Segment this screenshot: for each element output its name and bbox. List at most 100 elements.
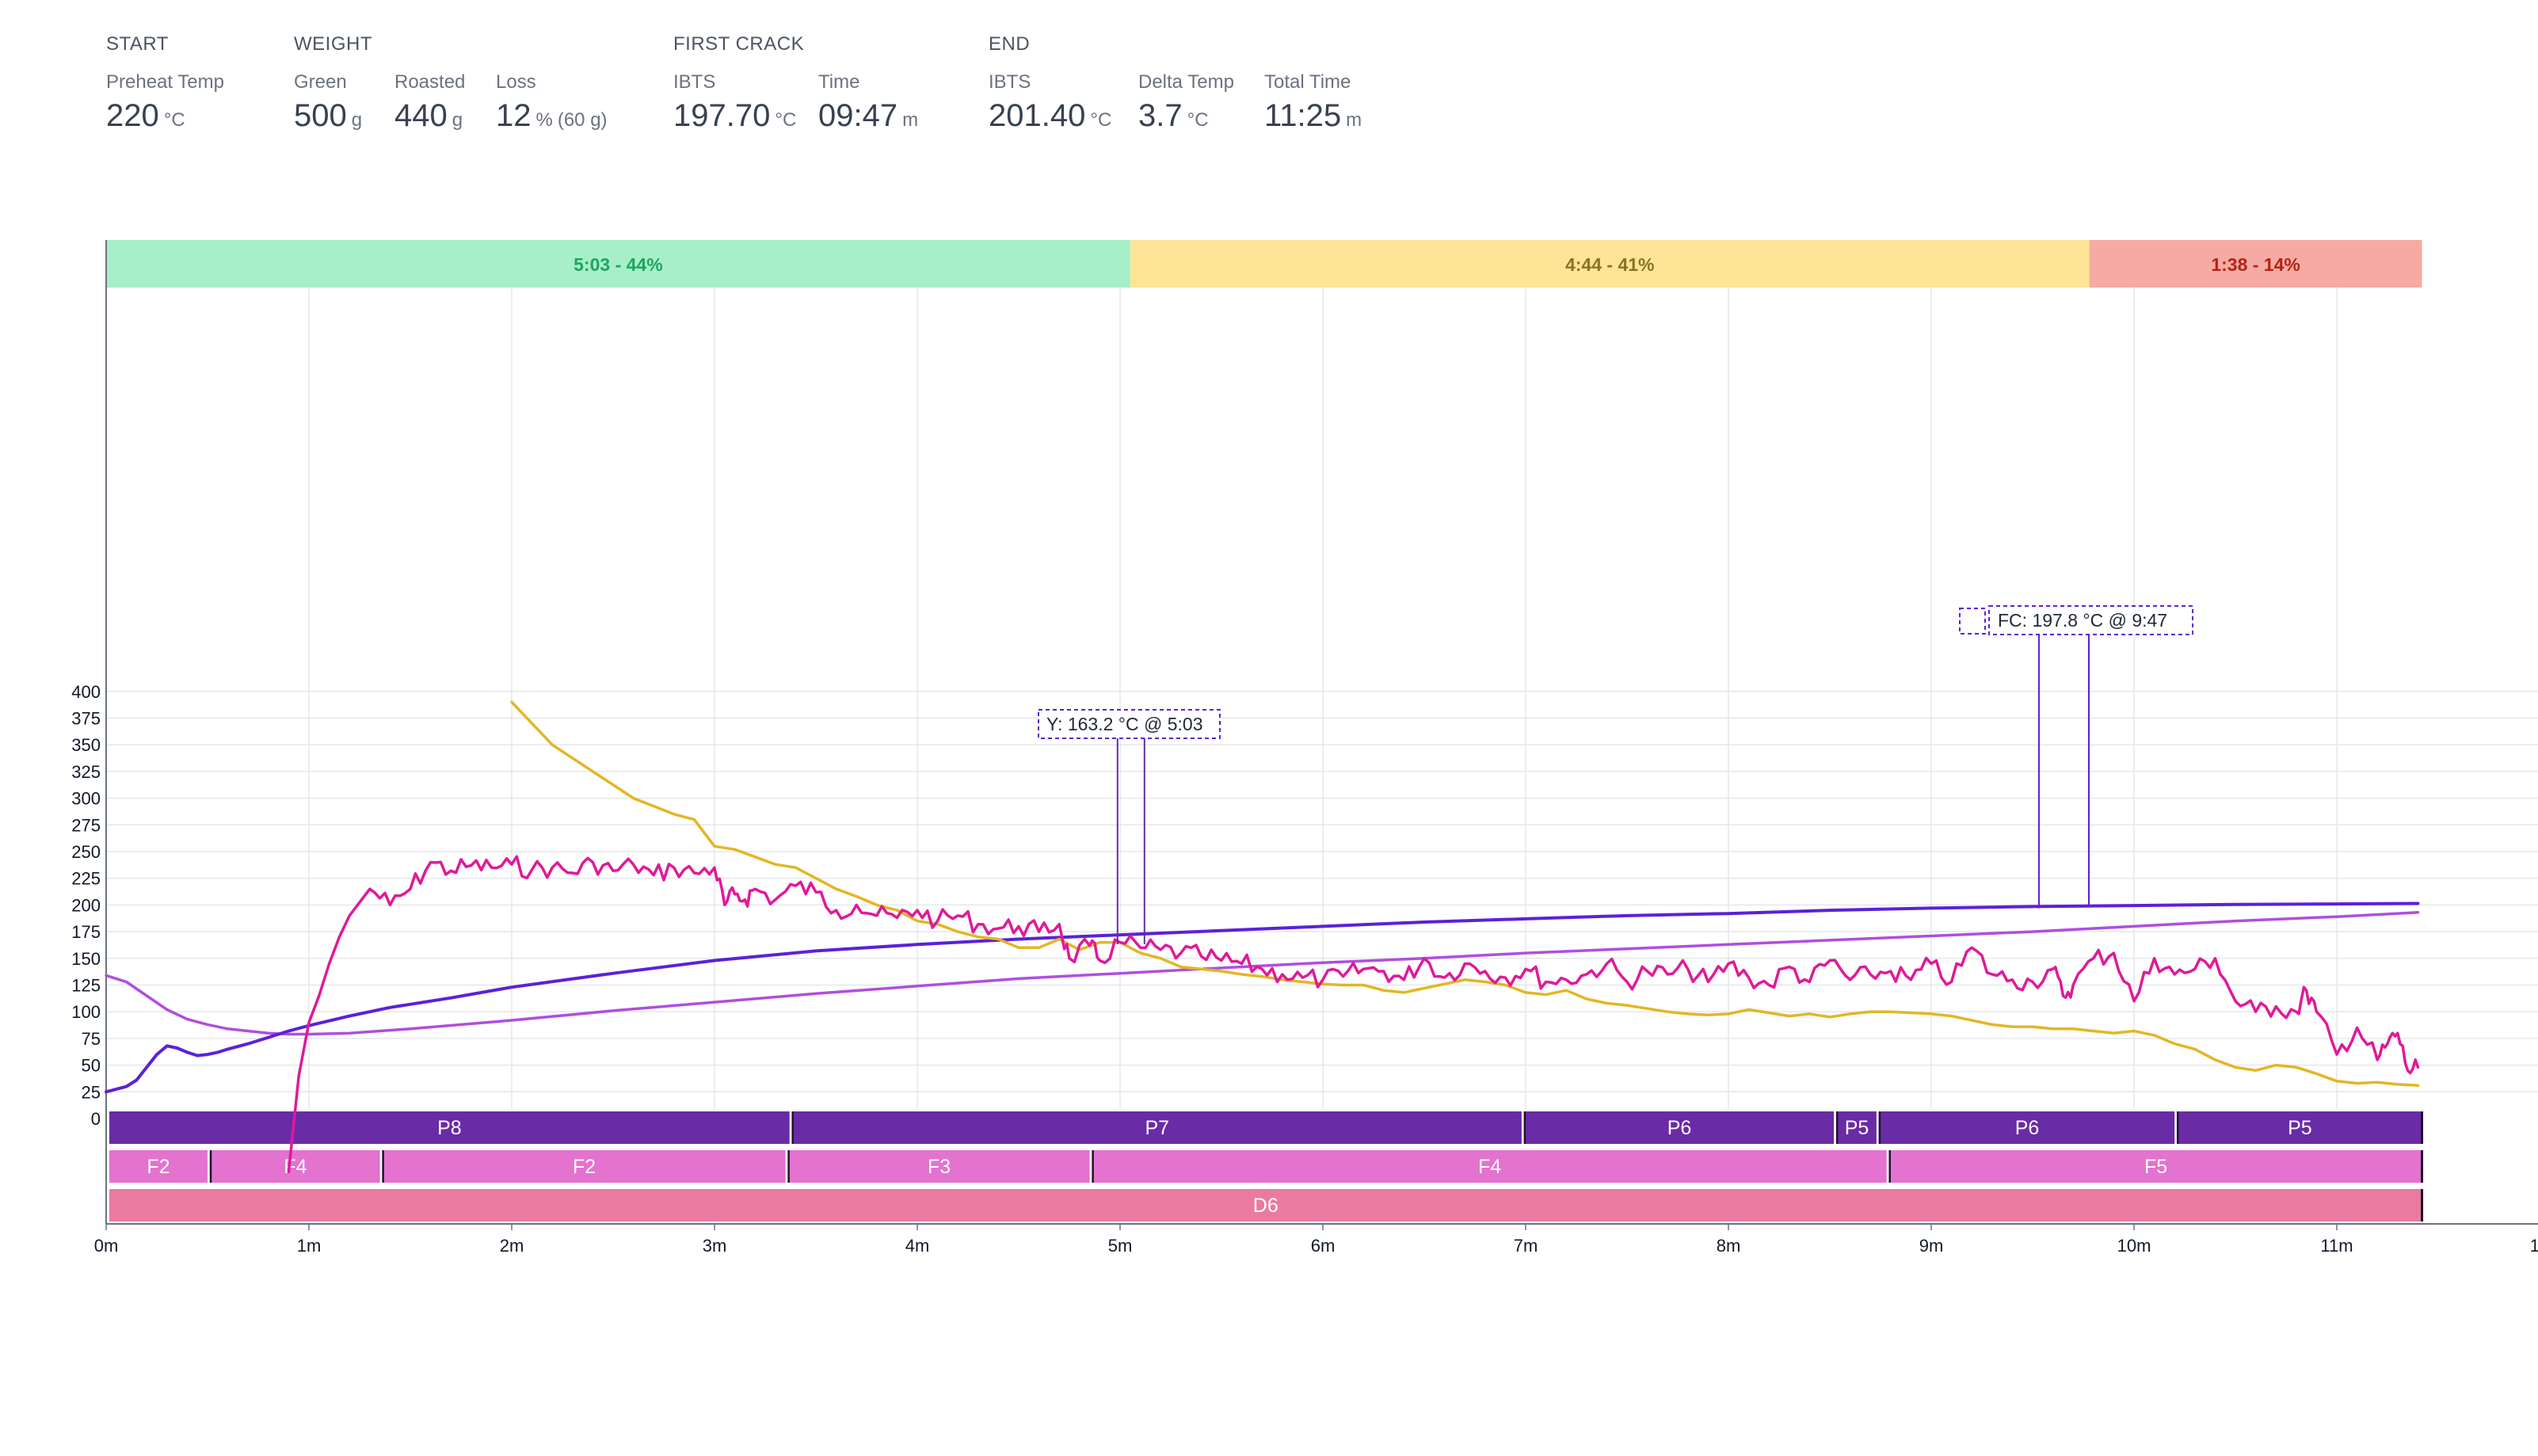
x-tick-label: 9m [1919,1236,1944,1256]
roasted-value: 440 g [394,98,463,134]
power-segment-label: P5 [1845,1117,1869,1139]
yellow-marker-box [1038,709,1221,739]
fan-segment-label: F5 [2144,1156,2167,1178]
first-crack-title: FIRST CRACK [673,33,805,55]
end-title: END [989,33,1031,55]
weight-title: WEIGHT [294,33,372,55]
green-unit: g [351,109,363,131]
y-axis: 0 25 50 75 100 125 150 175 200 225 250 275 300 325 350… [71,682,101,1129]
y-tick-label: 25 [82,1082,101,1102]
x-tick-label: 11m [2320,1236,2353,1256]
delta-temp-number: 3.7 [1138,98,1183,133]
x-tick-label: 3m [703,1236,727,1256]
loss-grams: (60 g) [557,109,608,131]
y-tick-label: 125 [71,976,101,996]
x-tick-label: 8m [1717,1236,1741,1256]
green-label: Green [294,71,347,93]
power-segment [1879,1111,2175,1144]
phase-bands: 5:03 - 44% 4:44 - 41% 1:38 - 14% [106,240,2422,288]
fan-segment-label: F4 [284,1156,307,1178]
drum-segment-label: D6 [1253,1195,1279,1217]
y-tick-label: 325 [71,762,101,782]
fan-segment [1092,1150,1887,1183]
fc-ibts-number: 197.70 [673,98,771,133]
x-tick-label: 7m [1514,1236,1538,1256]
fc-ibts-label: IBTS [673,71,716,93]
yellow-marker-label: Y: 163.2 °C @ 5:03 [1046,714,1203,734]
fan-segment [788,1150,1090,1183]
exhaust-line [105,911,2420,1036]
y-tick-label: 250 [71,842,101,862]
end-ibts-label: IBTS [989,71,1031,93]
x-tick-label: 6m [1311,1236,1336,1256]
roasted-unit: g [452,109,463,131]
y-tick-label: 400 [71,682,101,702]
fc-time-unit: m [902,109,919,131]
fc-ibts-value: 197.70 °C [673,98,796,134]
power-segment [2178,1111,2422,1144]
fc-time-value: 09:47 m [818,98,918,134]
fc-marker-bracket [1959,608,1986,635]
y-tick-label: 100 [71,1002,101,1022]
total-time-number: 11:25 [1264,98,1342,133]
delta-temp-label: Delta Temp [1138,71,1234,93]
total-time-value: 11:25 m [1264,98,1362,134]
power-segment-label: P8 [437,1117,462,1139]
start-title: START [106,33,169,55]
end-ibts-number: 201.40 [989,98,1086,133]
y-tick-label: 200 [71,895,101,915]
x-tick-label: 10m [2117,1236,2151,1256]
phase-label: 1:38 - 14% [2211,254,2300,275]
roast-summary: START Preheat Temp 220 °C WEIGHT Green 50… [0,0,2538,158]
power-segment [792,1111,1522,1144]
fan-segment-label: F2 [573,1156,596,1178]
bean-line [105,901,2420,1094]
power-segment [1837,1111,1877,1144]
preheat-label: Preheat Temp [106,71,224,93]
power-segment-label: P7 [1145,1117,1170,1139]
power-segment-label: P5 [2288,1117,2312,1139]
series-lines [105,700,2420,1174]
preheat-unit: °C [163,109,185,131]
y-tick-label: 150 [71,949,101,969]
y-tick-label: 175 [71,922,101,942]
power-segment [1524,1111,1835,1144]
fan-segment-label: F3 [928,1156,951,1178]
y-tick-label: 300 [71,789,101,809]
preheat-value: 220 °C [106,98,185,134]
phase-band [106,240,1130,288]
roasted-number: 440 [394,98,448,133]
fan-segment-label: F2 [147,1156,170,1178]
fan-segment-label: F4 [1478,1156,1501,1178]
delta-temp-unit: °C [1187,109,1209,131]
end-ibts-value: 201.40 °C [989,98,1111,134]
phase-band [2089,240,2422,288]
power-segment-label: P6 [1667,1117,1692,1139]
control-rows: P8 P7 P6 P5 P6 P5 F2 F4 F2 F3 F4 F5 D6 [109,1111,2424,1222]
y-tick-label: 75 [82,1029,101,1049]
power-segment [109,1111,790,1144]
x-tick-label: 0m [94,1236,119,1256]
y-tick-label: 225 [71,869,101,889]
fc-marker-label: FC: 197.8 °C @ 9:47 [1998,610,2167,631]
fc-marker-box [1988,605,2193,635]
x-axis: 0m 1m 2m 3m 4m 5m 6m 7m 8m 9m 10m 11m 12 [94,240,2538,1256]
fc-time-label: Time [818,71,860,93]
x-tick-label: 5m [1108,1236,1133,1256]
annotations: Y: 163.2 °C @ 5:03 FC: 197.8 °C @ 9:47 [1038,605,2193,945]
loss-unit: % [535,109,553,131]
total-time-unit: m [1346,109,1362,131]
fan-segment [211,1150,380,1183]
end-ibts-unit: °C [1090,109,1112,131]
fan-segment [383,1150,786,1183]
fc-ibts-unit: °C [775,109,797,131]
fan-segment [1889,1150,2422,1183]
phase-band [1130,240,2090,288]
y-tick-label: 275 [71,815,101,835]
grid [106,240,2538,1109]
y-tick-label: 50 [82,1056,101,1076]
power-segment-label: P6 [2015,1117,2040,1139]
green-number: 500 [294,98,347,133]
x-tick-label: 4m [905,1236,930,1256]
